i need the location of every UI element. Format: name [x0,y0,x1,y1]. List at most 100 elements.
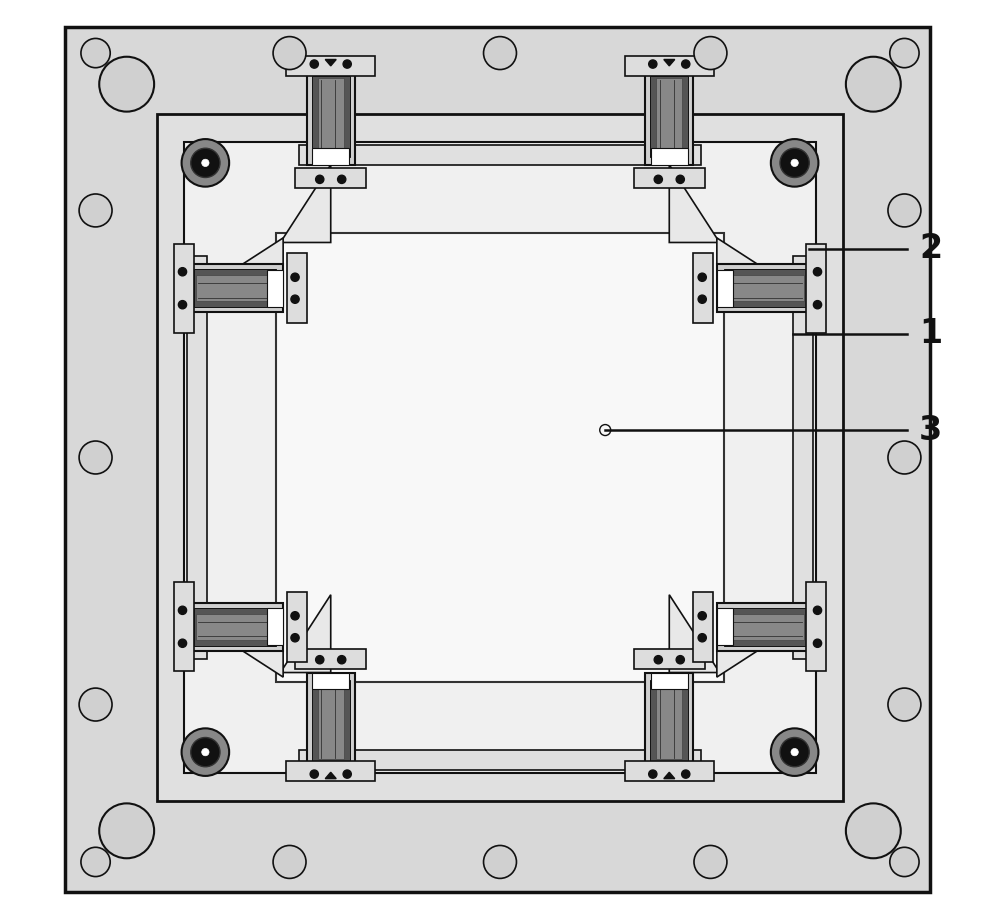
Circle shape [890,847,919,877]
Circle shape [338,655,346,664]
Circle shape [698,633,706,642]
Circle shape [191,148,220,178]
Circle shape [316,655,324,664]
Bar [312,673,349,689]
Bar [793,256,813,659]
Bar [651,148,688,165]
Circle shape [698,273,706,281]
Bar [726,275,804,301]
Bar [717,608,733,645]
Bar [806,582,826,672]
Circle shape [484,37,516,70]
Polygon shape [717,238,795,288]
Bar [267,270,283,307]
Bar [295,168,366,188]
Circle shape [846,803,901,858]
Circle shape [178,606,187,615]
Circle shape [79,441,112,474]
Circle shape [654,176,662,183]
Bar [295,649,366,669]
Circle shape [649,770,657,778]
Bar [645,69,693,165]
Bar [276,233,724,682]
Circle shape [791,159,798,167]
Bar [196,614,274,640]
Circle shape [182,728,229,776]
Circle shape [291,633,299,642]
Bar [194,608,276,646]
Circle shape [780,148,809,178]
Circle shape [178,300,187,308]
Bar [650,76,688,157]
Bar [318,78,344,156]
Circle shape [338,176,346,183]
Bar [656,78,682,156]
Bar [187,264,283,312]
Bar [645,673,693,769]
Bar [299,145,701,165]
Polygon shape [280,165,331,242]
Bar [625,56,714,76]
Circle shape [813,267,822,275]
Polygon shape [325,59,336,66]
Bar [656,682,682,759]
Polygon shape [664,772,675,779]
Circle shape [99,57,154,112]
Bar [312,680,350,761]
Circle shape [813,639,822,648]
Bar [187,256,207,659]
Bar [187,603,283,651]
Bar [717,603,813,651]
Circle shape [888,441,921,474]
Circle shape [654,655,662,664]
Bar [286,761,375,781]
Circle shape [343,770,351,778]
Circle shape [890,38,919,68]
Polygon shape [717,627,795,677]
Circle shape [291,295,299,303]
Bar [174,582,194,672]
Circle shape [273,845,306,878]
Circle shape [698,295,706,303]
Circle shape [99,803,154,858]
Bar [724,269,806,307]
Bar [267,608,283,645]
Bar [806,243,826,332]
Circle shape [79,194,112,227]
Bar [693,591,713,662]
Polygon shape [664,59,675,66]
Bar [634,649,705,669]
Circle shape [694,37,727,70]
Polygon shape [669,165,720,242]
Bar [693,253,713,324]
Bar [650,680,688,761]
Circle shape [310,60,318,69]
Polygon shape [205,238,283,288]
Polygon shape [280,595,331,673]
Circle shape [316,176,324,183]
Circle shape [182,139,229,187]
Circle shape [81,847,110,877]
Circle shape [343,60,351,69]
Circle shape [771,728,818,776]
Circle shape [813,606,822,615]
Circle shape [191,737,220,767]
Circle shape [484,845,516,878]
Circle shape [676,176,684,183]
Circle shape [79,688,112,721]
Circle shape [676,655,684,664]
Circle shape [694,845,727,878]
Circle shape [310,770,318,778]
Bar [196,275,274,301]
Bar [299,750,701,770]
Circle shape [698,611,706,620]
Circle shape [81,38,110,68]
Circle shape [682,60,690,69]
Bar [634,168,705,188]
Bar [286,56,375,76]
Circle shape [846,57,901,112]
Circle shape [202,159,209,167]
Bar [724,608,806,646]
Bar [318,682,344,759]
Bar [287,253,307,324]
